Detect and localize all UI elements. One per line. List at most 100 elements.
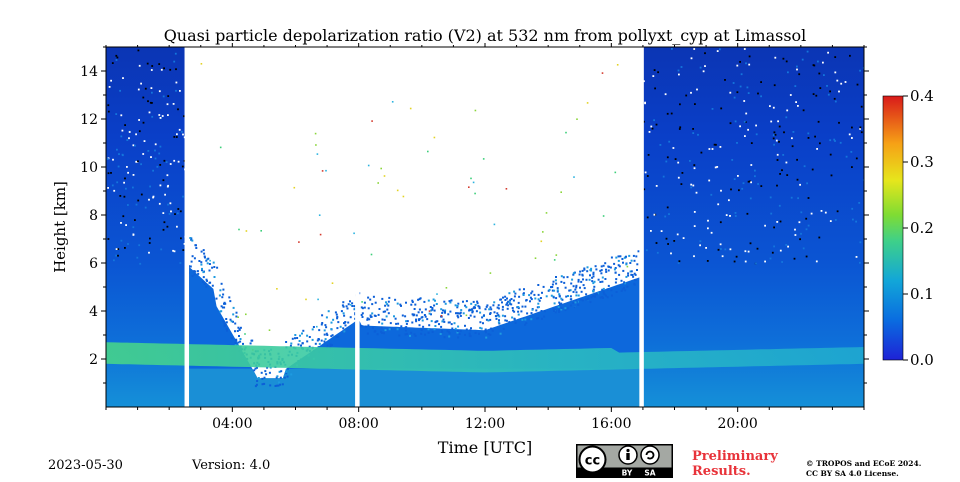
noise-point	[521, 305, 524, 308]
sky-speck	[573, 176, 575, 178]
noise-point	[506, 302, 509, 305]
night-noise-point	[666, 206, 669, 209]
night-noise-point	[805, 228, 808, 231]
noise-point	[331, 344, 333, 346]
night-noise-point	[162, 212, 165, 214]
y-tick-label: 4	[89, 304, 98, 320]
noise-point	[193, 257, 196, 260]
noise-point	[622, 269, 625, 272]
night-noise-point	[106, 158, 109, 160]
noise-point	[443, 336, 446, 339]
night-noise-point	[124, 177, 126, 180]
noise-point	[456, 306, 459, 309]
noise-point	[374, 301, 377, 304]
noise-point	[491, 329, 494, 332]
noise-point	[591, 276, 594, 279]
night-noise-point	[747, 128, 749, 131]
noise-point	[383, 332, 385, 335]
noise-point	[275, 376, 278, 379]
noise-point	[506, 307, 509, 310]
cc-by-sa-license-badge: cc BY SA	[576, 444, 673, 478]
noise-point	[493, 301, 496, 304]
night-noise-point	[744, 135, 746, 137]
night-noise-point	[829, 153, 832, 156]
noise-point	[285, 372, 288, 375]
night-noise-point	[120, 239, 123, 242]
night-noise-point	[729, 122, 732, 125]
night-noise-point	[805, 217, 808, 220]
noise-point	[283, 376, 286, 379]
noise-point	[586, 298, 589, 301]
night-noise-point	[653, 213, 656, 216]
noise-point	[369, 314, 372, 317]
night-noise-point	[115, 248, 118, 250]
noise-point	[351, 302, 354, 305]
night-noise-point	[693, 255, 695, 258]
noise-point	[615, 256, 618, 259]
noise-point	[242, 342, 244, 345]
night-noise-point	[776, 159, 779, 161]
noise-point	[201, 267, 203, 270]
sky-speck	[555, 254, 558, 256]
noise-point	[531, 290, 534, 293]
noise-point	[489, 313, 492, 315]
night-noise-point	[116, 56, 119, 59]
night-noise-point	[807, 132, 810, 135]
night-noise-point	[118, 153, 120, 155]
noise-point	[490, 308, 493, 311]
noise-point	[577, 278, 580, 281]
night-noise-point	[690, 57, 693, 60]
noise-point	[565, 295, 568, 298]
night-noise-point	[747, 92, 750, 94]
noise-point	[331, 334, 334, 337]
daytime-lower-band	[184, 368, 643, 407]
noise-point	[287, 367, 289, 370]
noise-point	[637, 250, 640, 253]
noise-point	[575, 300, 578, 303]
noise-point	[462, 300, 464, 303]
night-noise-point	[677, 262, 680, 264]
colorbar-tick-label: 0.3	[910, 153, 934, 171]
noise-point	[226, 329, 228, 332]
noise-point	[582, 278, 584, 281]
noise-point	[601, 276, 604, 279]
night-noise-point	[818, 72, 821, 75]
noise-point	[196, 270, 199, 273]
noise-point	[636, 263, 639, 266]
night-noise-point	[660, 230, 663, 232]
noise-point	[415, 320, 418, 323]
noise-point	[634, 273, 637, 276]
noise-point	[575, 294, 578, 297]
noise-point	[201, 280, 204, 283]
noise-point	[469, 335, 472, 338]
noise-point	[206, 279, 208, 282]
night-noise-point	[855, 157, 858, 160]
noise-point	[513, 318, 516, 321]
noise-point	[585, 293, 588, 296]
night-noise-point	[117, 254, 119, 257]
night-noise-point	[781, 261, 783, 263]
noise-point	[470, 302, 473, 305]
noise-point	[625, 263, 628, 266]
x-tick-label: 12:00	[465, 416, 505, 432]
noise-point	[531, 308, 534, 311]
night-noise-point	[858, 202, 861, 204]
noise-point	[602, 287, 605, 290]
night-noise-point	[699, 240, 702, 243]
night-noise-point	[769, 196, 772, 199]
noise-point	[613, 268, 616, 271]
noise-point	[235, 315, 238, 318]
night-noise-point	[107, 172, 110, 175]
noise-point	[277, 384, 280, 387]
night-noise-point	[833, 97, 836, 100]
noise-point	[502, 296, 504, 299]
night-noise-point	[794, 234, 797, 236]
sky-speck	[440, 315, 443, 317]
noise-point	[360, 306, 363, 309]
night-noise-point	[652, 75, 655, 77]
noise-point	[285, 341, 288, 343]
night-noise-point	[715, 143, 717, 146]
sky-speck	[465, 314, 468, 317]
night-noise-point	[749, 180, 751, 183]
noise-point	[529, 296, 532, 299]
